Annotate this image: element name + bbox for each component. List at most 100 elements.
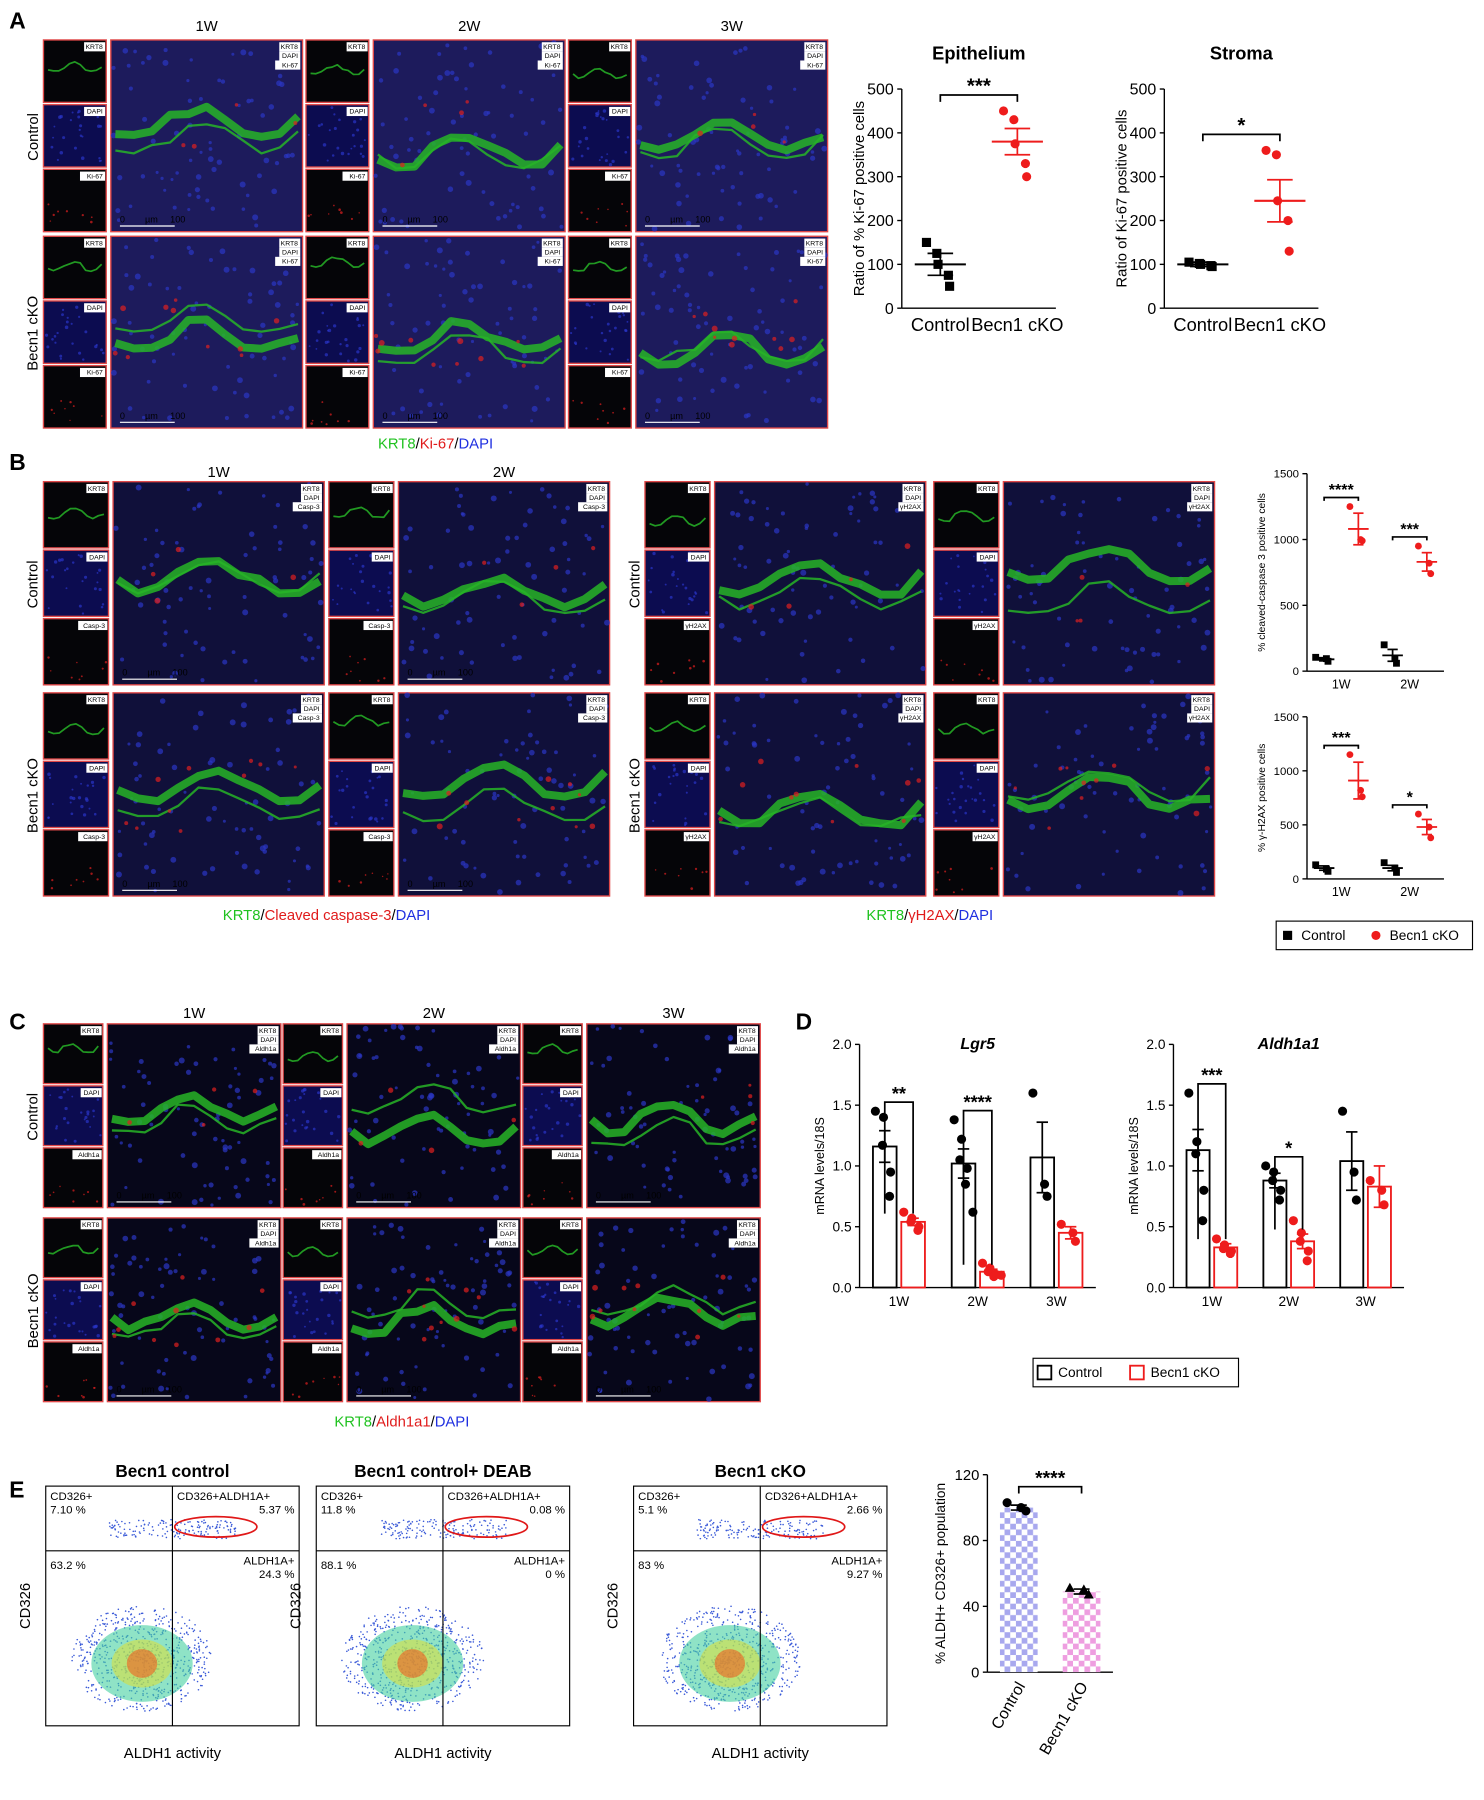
nucleus	[399, 162, 405, 168]
flow-event	[443, 1619, 446, 1622]
nucleus	[140, 1102, 146, 1108]
nucleus	[384, 1028, 388, 1032]
nucleus	[1162, 786, 1166, 791]
nucleus	[169, 675, 173, 679]
nucleus	[412, 327, 418, 333]
channel-label: Casp-3	[298, 715, 320, 722]
y-tick-label: 500	[1280, 600, 1299, 612]
flow-event	[179, 1689, 182, 1692]
nucleus	[172, 205, 177, 210]
channel-tag-bg	[541, 42, 563, 52]
flow-event	[119, 1698, 122, 1701]
flow-event	[193, 1665, 196, 1667]
nucleus	[402, 858, 407, 862]
channel-label: γH2AX	[974, 623, 996, 630]
timepoint-header: 3W	[721, 19, 743, 35]
y-tick-label: 500	[867, 82, 894, 99]
flow-event	[400, 1621, 403, 1623]
nucleus	[480, 1367, 486, 1373]
flow-event	[180, 1698, 183, 1700]
flow-event	[81, 1660, 84, 1662]
channel-label: Aldh1a	[318, 1152, 339, 1159]
nucleus	[580, 401, 583, 404]
flow-event	[229, 1531, 232, 1534]
nucleus	[568, 671, 574, 677]
flow-event	[152, 1707, 154, 1709]
nucleus	[124, 273, 129, 278]
nucleus	[499, 1259, 506, 1266]
nucleus	[111, 346, 118, 352]
nucleus	[470, 1257, 474, 1261]
channel-tag-bg	[560, 1220, 582, 1230]
flow-event	[373, 1624, 375, 1626]
flow-event	[443, 1531, 446, 1533]
nucleus	[386, 878, 388, 880]
flow-event	[392, 1523, 395, 1526]
flow-event	[158, 1615, 161, 1618]
y-axis-label: % cleaved-caspase 3 positive cells	[1257, 493, 1268, 652]
nucleus	[599, 350, 602, 353]
nucleus	[825, 785, 831, 790]
nucleus	[192, 724, 199, 731]
flow-y-label: CD326	[288, 1583, 304, 1629]
nucleus	[428, 1147, 435, 1154]
nucleus	[1057, 616, 1062, 621]
nucleus	[186, 79, 190, 83]
nucleus	[734, 383, 740, 389]
nucleus	[978, 792, 982, 795]
nucleus	[69, 119, 73, 122]
nucleus	[234, 1087, 241, 1094]
nucleus	[411, 828, 418, 835]
nucleus	[1102, 830, 1106, 834]
nucleus	[318, 1199, 321, 1201]
nucleus	[273, 524, 278, 529]
nucleus	[150, 571, 156, 577]
flow-event	[349, 1672, 352, 1675]
flow-event	[100, 1614, 102, 1617]
flow-event	[409, 1527, 411, 1530]
flow-event	[193, 1629, 196, 1631]
nucleus	[675, 182, 681, 188]
nucleus	[700, 1095, 705, 1099]
nucleus	[589, 1061, 594, 1065]
nucleus	[423, 1106, 429, 1112]
flow-event	[662, 1651, 665, 1654]
data-point	[1184, 257, 1194, 267]
flow-event	[140, 1612, 143, 1615]
legend-box	[1275, 920, 1474, 951]
channel-label: DAPI	[691, 765, 707, 772]
nucleus	[1115, 849, 1119, 853]
data-point	[1056, 1219, 1066, 1229]
nucleus	[810, 150, 815, 154]
flow-event	[744, 1702, 746, 1704]
flow-event	[202, 1652, 204, 1654]
nucleus	[478, 355, 484, 362]
nucleus	[413, 1396, 417, 1400]
nucleus	[64, 1138, 67, 1142]
nucleus	[66, 1088, 70, 1091]
nucleus	[496, 1250, 503, 1256]
nucleus	[305, 1126, 309, 1129]
flow-event	[416, 1527, 418, 1529]
nucleus	[124, 821, 129, 826]
nucleus	[295, 1311, 299, 1315]
nucleus	[748, 1094, 753, 1099]
nucleus	[695, 1334, 701, 1340]
nucleus	[981, 585, 985, 588]
channel-tag-bg	[275, 256, 301, 266]
flow-event	[406, 1521, 409, 1523]
nucleus	[50, 408, 53, 411]
nucleus	[406, 1289, 412, 1294]
nucleus	[604, 159, 608, 163]
nucleus	[567, 879, 572, 885]
nucleus	[768, 846, 772, 851]
nucleus	[243, 1394, 248, 1399]
y-tick-label: 1000	[1274, 535, 1299, 547]
nucleus	[350, 217, 354, 220]
channel-tag-bg	[257, 1026, 279, 1036]
nucleus	[540, 1378, 543, 1381]
epithelium-band	[718, 796, 922, 828]
nucleus	[453, 1315, 460, 1322]
nucleus	[713, 1229, 720, 1236]
nucleus	[356, 318, 360, 322]
